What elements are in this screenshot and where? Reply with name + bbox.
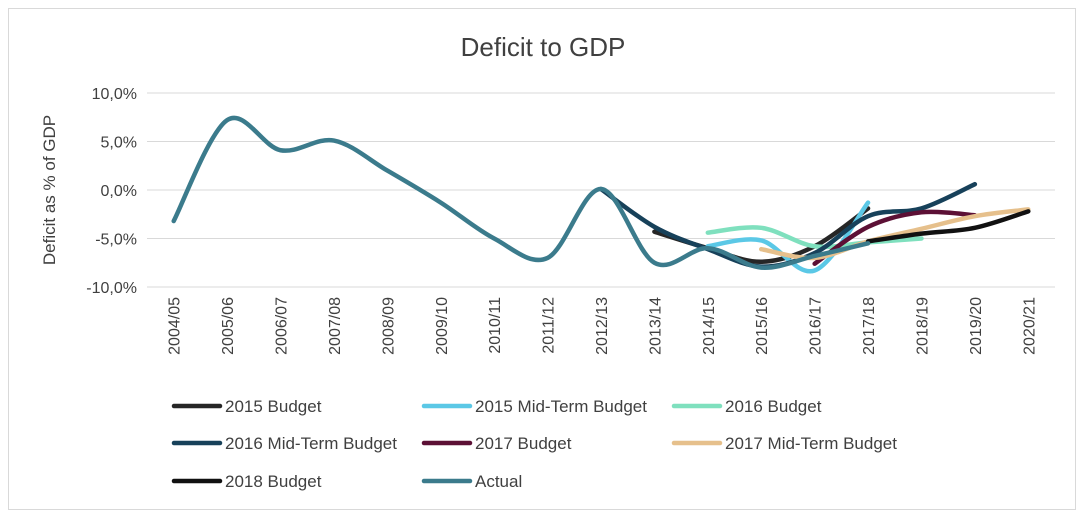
x-tick-label: 2017/18 (861, 297, 878, 355)
series-line-2016-budget (705, 225, 924, 250)
y-tick-label: -5,0% (95, 232, 137, 249)
legend-label: 2017 Budget (475, 434, 572, 453)
x-tick-label: 2020/21 (1021, 297, 1038, 355)
legend-label: 2015 Mid-Term Budget (475, 397, 647, 416)
x-tick-label: 2006/07 (274, 297, 291, 355)
x-tick-label: 2005/06 (220, 297, 237, 355)
legend-label: 2017 Mid-Term Budget (725, 434, 897, 453)
legend-label: 2016 Budget (725, 397, 822, 416)
chart-frame: Deficit to GDP -10,0% -5,0% 0,0% 5,0% 10,0% … (8, 8, 1076, 510)
chart-svg: Deficit to GDP -10,0%-5,0%0,0%5,0%10,0% … (40, 32, 1055, 491)
legend: 2015 Budget 2015 Mid-Term Budget 2016 Budg… (171, 397, 897, 491)
series-line-2017-budget (812, 209, 978, 266)
x-tick-label: 2016/17 (808, 297, 825, 355)
series-line-2018-budget (865, 209, 1031, 244)
legend-label: Actual (475, 472, 522, 491)
x-tick-label: 2018/19 (914, 297, 931, 355)
x-tick-labels: 2004/05 2005/06 2006/07 2007/08 2008/09 2009/… (167, 297, 1039, 355)
y-axis-title: Deficit as % of GDP (40, 115, 59, 265)
x-tick-label: 2004/05 (167, 297, 184, 355)
chart-title: Deficit to GDP (461, 32, 626, 62)
y-tick-label: 5,0% (101, 135, 137, 152)
legend-label: 2016 Mid-Term Budget (225, 434, 397, 453)
x-tick-label: 2011/12 (541, 297, 558, 354)
x-tick-label: 2012/13 (594, 297, 611, 355)
y-tick-label: -10,0% (86, 280, 137, 297)
x-tick-label: 2019/20 (968, 297, 985, 355)
series-line-actual (171, 115, 871, 270)
x-tick-label: 2009/10 (434, 297, 451, 355)
legend-label: 2018 Budget (225, 472, 322, 491)
y-tick-label: 10,0% (92, 86, 137, 103)
x-tick-label: 2014/15 (701, 297, 718, 355)
y-tick-labels: -10,0% -5,0% 0,0% 5,0% 10,0% (86, 86, 137, 297)
x-tick-label: 2007/08 (327, 297, 344, 355)
y-tick-label: 0,0% (101, 183, 137, 200)
x-tick-label: 2013/14 (647, 297, 664, 355)
x-tick-label: 2010/11 (487, 297, 504, 354)
series-layer (171, 115, 1031, 274)
legend-label: 2015 Budget (225, 397, 322, 416)
x-tick-label: 2015/16 (754, 297, 771, 355)
x-tick-label: 2008/09 (380, 297, 397, 355)
